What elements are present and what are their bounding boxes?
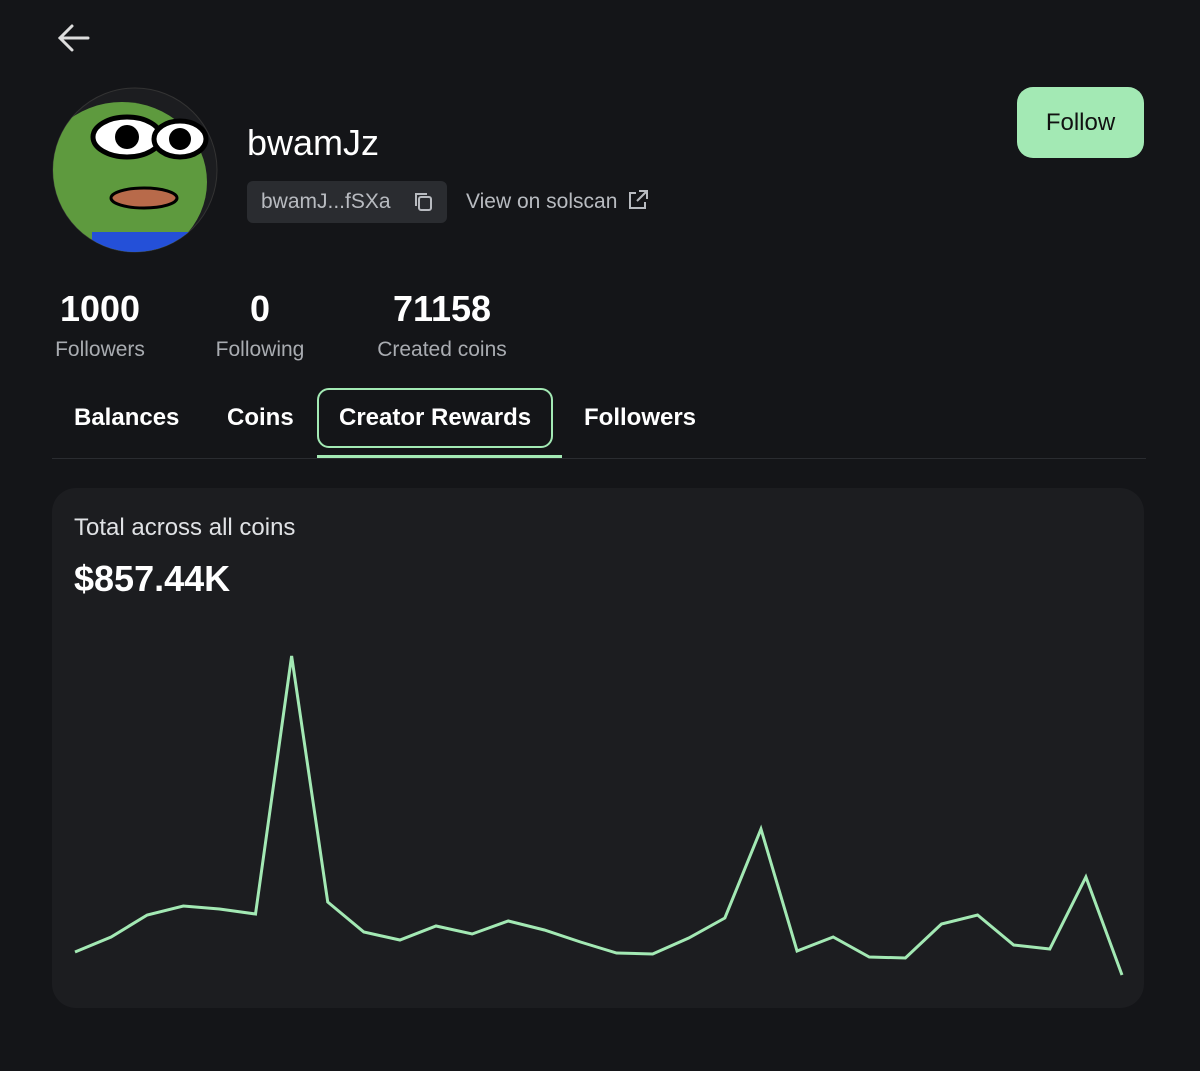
username: bwamJz	[247, 122, 380, 163]
tab-underline	[317, 455, 562, 458]
stat-value: 71158	[392, 288, 492, 329]
external-icon	[629, 190, 649, 209]
rewards-label: Total across all coins	[74, 514, 296, 541]
stat-label: Created coins	[377, 338, 507, 361]
stat[interactable]: 1000 Followers	[0, 288, 200, 362]
copy-icon	[415, 193, 432, 211]
solscan-link[interactable]: View on solscan	[466, 181, 649, 223]
stat[interactable]: 71158 Created coins	[342, 288, 542, 362]
address[interactable]: bwamJ...fSXa	[247, 181, 447, 223]
stat-label: Following	[215, 338, 305, 361]
tab[interactable]: Balances	[74, 404, 180, 431]
rewards-card: Total across all coins $857.44K	[52, 488, 1144, 1008]
stat-value: 1000	[59, 288, 141, 329]
tab[interactable]: Creator Rewards	[317, 388, 554, 448]
back-arrow[interactable]	[52, 20, 96, 56]
tab[interactable]: Followers	[584, 404, 697, 431]
rewards-line	[74, 655, 1124, 976]
follow-button[interactable]: Follow	[1017, 87, 1144, 158]
tab[interactable]: Coins	[227, 404, 294, 431]
divider	[52, 458, 1146, 459]
stat[interactable]: 0 Following	[160, 288, 360, 362]
rewards-chart	[74, 655, 1124, 976]
stat-label: Followers	[55, 338, 145, 361]
avatar	[52, 87, 218, 253]
stat-value: 0	[249, 288, 271, 329]
solscan-text: View on solscan	[466, 190, 618, 213]
address-text: bwamJ...fSXa	[261, 190, 391, 213]
rewards-total: $857.44K	[74, 558, 231, 599]
